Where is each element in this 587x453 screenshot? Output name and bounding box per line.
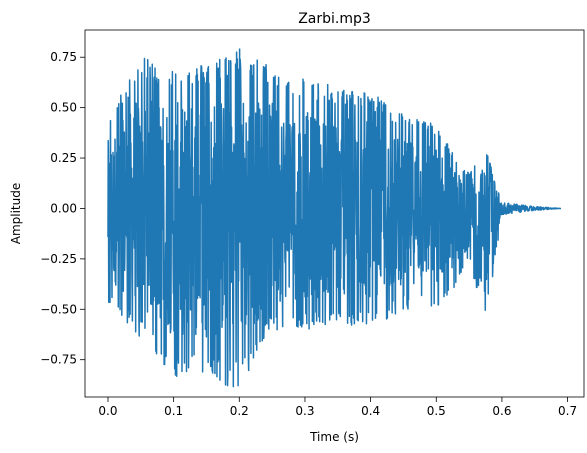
x-tick-label: 0.6 [492, 404, 511, 418]
y-tick-label: 0.50 [50, 101, 77, 115]
chart-title: Zarbi.mp3 [298, 11, 371, 27]
y-tick-label: 0.25 [50, 151, 77, 165]
y-tick-label: 0.00 [50, 201, 77, 215]
y-tick-label: −0.50 [40, 302, 77, 316]
x-tick-label: 0.5 [427, 404, 446, 418]
x-tick-label: 0.2 [230, 404, 249, 418]
axes-frame [84, 29, 585, 398]
x-axis-label: Time (s) [309, 430, 359, 444]
axes-layer: 0.0 0.1 0.2 0.3 0.4 0.5 0.6 0.7 −0.75 −0.50 −0.25 0… [40, 29, 585, 418]
y-tick-label: −0.25 [40, 252, 77, 266]
x-tick-label: 0.3 [295, 404, 314, 418]
y-tick-label: −0.75 [40, 353, 77, 367]
waveform-line [107, 48, 562, 388]
x-tick-label: 0.7 [558, 404, 577, 418]
plot-layer [107, 48, 562, 388]
y-tick-label: 0.75 [50, 50, 77, 64]
x-tick-label: 0.1 [164, 404, 183, 418]
x-tick-label: 0.4 [361, 404, 380, 418]
x-tick-label: 0.0 [98, 404, 117, 418]
y-axis-label: Amplitude [9, 183, 23, 245]
